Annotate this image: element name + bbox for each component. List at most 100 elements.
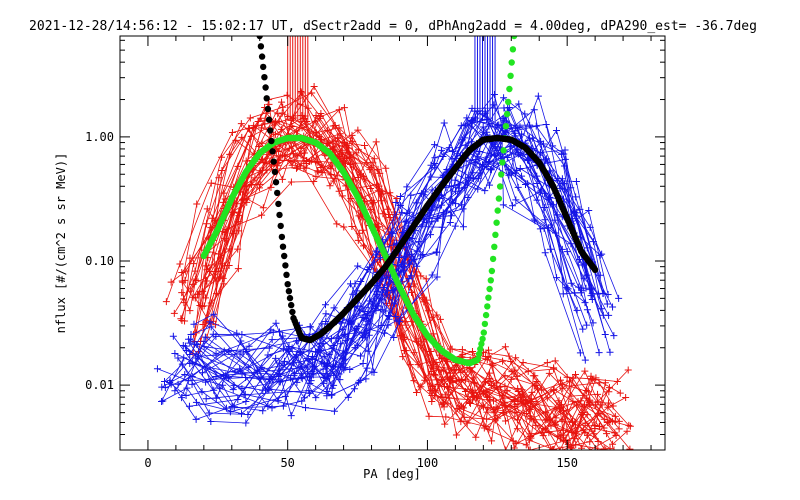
blue-marker <box>575 283 583 291</box>
blue-marker <box>403 183 411 191</box>
red-marker <box>522 397 530 405</box>
blue-marker <box>265 344 273 352</box>
red-marker <box>413 389 421 397</box>
blue-marker <box>396 192 404 200</box>
x-tick-label: 150 <box>556 456 578 470</box>
blue-marker <box>362 326 370 334</box>
green-model-point <box>507 72 514 80</box>
red-marker <box>202 277 210 285</box>
blue-marker <box>259 407 267 415</box>
blue-marker <box>370 368 378 376</box>
blue-marker <box>431 141 439 149</box>
red-marker <box>485 396 493 404</box>
red-marker <box>368 200 376 208</box>
green-model-curve <box>200 36 518 367</box>
red-marker <box>483 356 491 364</box>
red-marker <box>311 117 319 125</box>
blue-marker <box>220 347 228 355</box>
red-marker <box>376 169 384 177</box>
blue-marker <box>167 380 175 388</box>
red-marker <box>207 299 215 307</box>
green-model-point <box>482 311 490 319</box>
red-marker <box>625 421 633 429</box>
blue-marker <box>171 349 179 357</box>
red-marker <box>257 114 265 122</box>
blue-marker <box>463 114 471 122</box>
blue-marker <box>186 339 194 347</box>
blue-marker <box>594 290 602 298</box>
blue-marker <box>354 302 362 310</box>
blue-marker <box>336 376 344 384</box>
red-marker <box>461 376 469 384</box>
red-marker <box>279 151 287 159</box>
blue-marker <box>609 303 617 311</box>
blue-marker <box>265 385 273 393</box>
red-marker <box>492 403 500 411</box>
red-marker <box>605 388 613 396</box>
red-marker <box>310 178 318 186</box>
red-marker <box>326 182 334 190</box>
black-model-point <box>260 63 267 71</box>
blue-marker <box>396 254 404 262</box>
red-marker <box>277 125 285 133</box>
blue-marker <box>302 404 310 412</box>
blue-marker <box>344 393 352 401</box>
red-marker <box>510 444 518 450</box>
blue-marker <box>366 297 374 305</box>
blue-marker <box>212 350 220 358</box>
red-marker <box>422 275 430 283</box>
red-marker <box>405 283 413 291</box>
blue-marker <box>237 337 245 345</box>
red-marker <box>288 161 296 169</box>
blue-marker <box>372 307 380 315</box>
red-marker <box>543 359 551 367</box>
blue-marker <box>153 365 161 373</box>
red-marker <box>501 343 509 351</box>
blue-marker <box>515 100 523 108</box>
red-marker <box>532 381 540 389</box>
blue-marker <box>281 392 289 400</box>
chart-title: 2021-12-28/14:56:12 - 15:02:17 UT, dSect… <box>29 19 757 34</box>
blue-marker <box>530 215 538 223</box>
green-model-point <box>505 98 512 106</box>
red-marker <box>292 164 300 172</box>
blue-marker <box>359 313 367 321</box>
blue-marker <box>552 126 560 134</box>
blue-marker <box>332 361 340 369</box>
blue-marker <box>597 305 605 313</box>
red-marker <box>386 213 394 221</box>
red-marker <box>342 159 350 167</box>
blue-marker <box>296 349 304 357</box>
red-marker <box>489 362 497 370</box>
blue-marker <box>198 388 206 396</box>
blue-marker <box>431 154 439 162</box>
blue-marker <box>461 183 469 191</box>
blue-marker <box>226 408 234 416</box>
blue-marker <box>328 384 336 392</box>
blue-marker <box>346 365 354 373</box>
blue-marker <box>561 146 569 154</box>
blue-marker <box>511 132 519 140</box>
red-marker <box>569 417 577 425</box>
blue-marker <box>359 359 367 367</box>
blue-marker <box>188 358 196 366</box>
red-marker <box>615 417 623 425</box>
blue-marker <box>171 387 179 395</box>
plot-content <box>153 36 634 450</box>
red-marker <box>340 104 348 112</box>
red-marker <box>511 396 519 404</box>
red-marker <box>329 122 337 130</box>
blue-marker <box>572 177 580 185</box>
red-marker <box>502 446 510 450</box>
red-marker <box>508 368 516 376</box>
blue-marker <box>327 335 335 343</box>
blue-marker <box>392 313 400 321</box>
green-model-point <box>503 110 511 118</box>
red-marker <box>448 345 456 353</box>
red-marker <box>569 428 577 436</box>
black-model-point <box>258 53 266 60</box>
red-marker <box>488 437 496 445</box>
red-marker <box>591 422 599 430</box>
black-model-point <box>265 116 273 123</box>
green-model-point <box>506 85 513 93</box>
